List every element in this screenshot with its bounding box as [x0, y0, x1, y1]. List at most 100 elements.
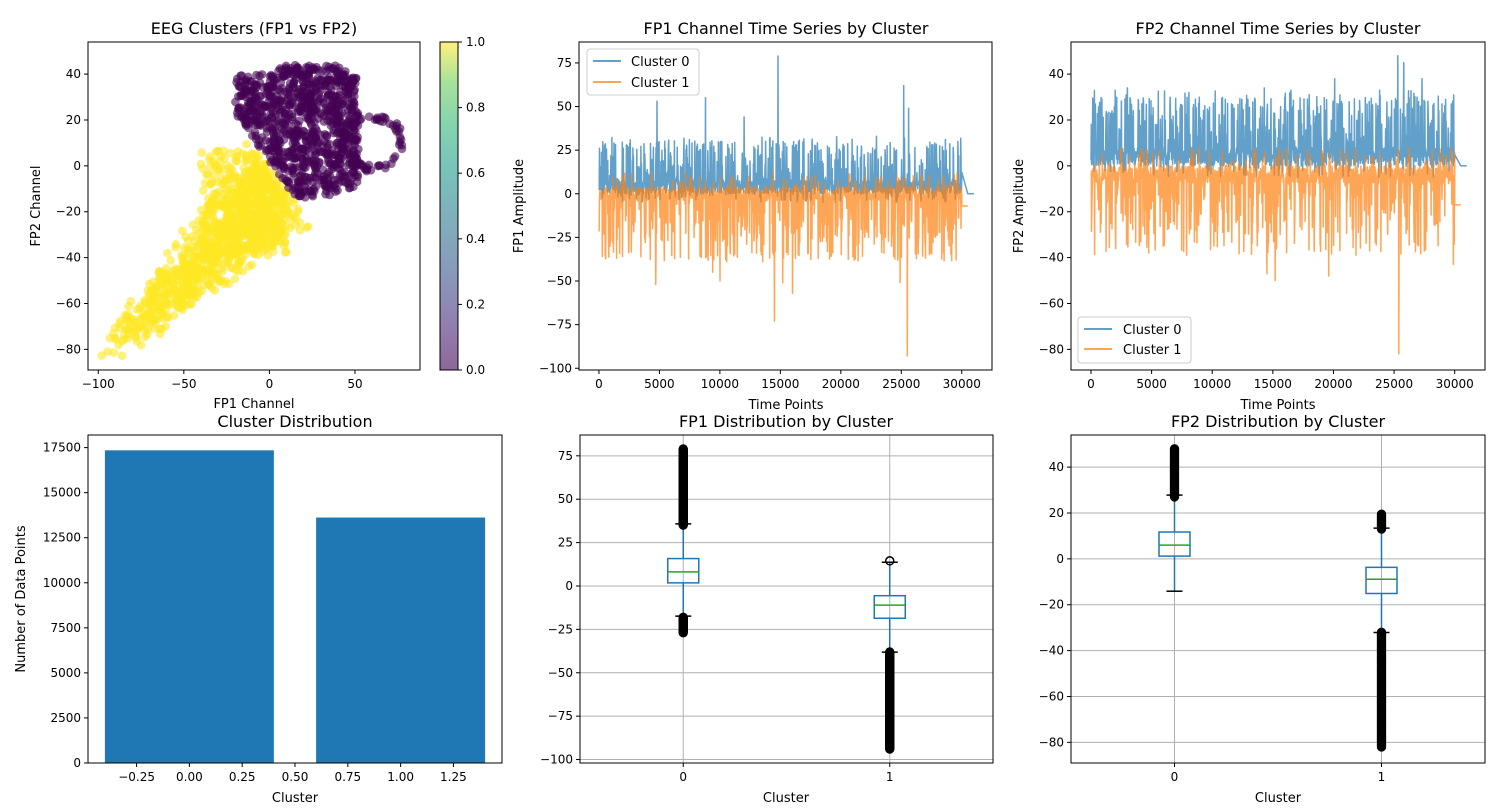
scatter-point — [205, 152, 214, 161]
scatter-point — [197, 286, 207, 295]
scatter-point — [251, 95, 260, 105]
bar-y-tick-label: 15000 — [43, 486, 81, 500]
scatter-point — [262, 127, 272, 137]
box-iqr — [1158, 531, 1191, 557]
box-cluster-0 — [1158, 444, 1191, 592]
fp2ts-x-tick-label: 0 — [1087, 377, 1095, 391]
scatter-point — [333, 100, 343, 109]
scatter-point — [137, 313, 146, 322]
fp2box-y-tick-label: 40 — [1049, 460, 1064, 474]
fp1-ts-y-ticks: −100 −75 −50 −25 0 25 50 75 — [539, 56, 579, 375]
fp2ts-x-tick-label: 10000 — [1193, 377, 1231, 391]
fp2ts-x-tick-label: 15000 — [1254, 377, 1292, 391]
scatter-point — [145, 307, 154, 317]
fp2-box-marks — [1158, 444, 1398, 752]
scatter-point — [205, 162, 215, 172]
colorbar-tick-label: 0.4 — [466, 232, 485, 246]
scatter-point — [157, 283, 167, 292]
fp1ts-y-tick-label: 75 — [557, 56, 572, 70]
scatter-point — [381, 114, 390, 123]
scatter-point — [268, 210, 278, 220]
bar-y-label: Number of Data Points — [14, 525, 29, 672]
scatter-point — [231, 265, 240, 275]
scatter-series-cluster-1 — [97, 139, 313, 361]
fp1ts-x-tick-label: 10000 — [701, 377, 739, 391]
fp2-ts-x-ticks: 0 5000 10000 15000 20000 25000 30000 — [1087, 370, 1474, 391]
scatter-point — [330, 159, 340, 169]
scatter-point — [325, 179, 335, 189]
fp1ts-x-tick-label: 30000 — [943, 377, 981, 391]
box-iqr — [1365, 566, 1398, 595]
scatter-y-label: FP2 Channel — [29, 165, 44, 246]
fp1-ts-legend: Cluster 0 Cluster 1 — [586, 48, 700, 96]
scatter-point — [125, 323, 134, 332]
scatter-point — [356, 114, 366, 124]
bar-x-tick-label: 0.25 — [229, 770, 256, 784]
scatter-point — [225, 148, 235, 158]
fp1box-y-tick-label: 50 — [558, 492, 573, 506]
scatter-point — [136, 301, 145, 311]
scatter-point — [266, 109, 276, 119]
scatter-point — [312, 137, 322, 146]
colorbar-tick-label: 0.8 — [466, 101, 485, 115]
fp1-box-grid — [580, 435, 993, 763]
scatter-point — [296, 177, 306, 187]
fp1ts-x-tick-label: 5000 — [644, 377, 675, 391]
box-iqr — [873, 594, 906, 620]
box-outlier — [885, 647, 895, 657]
scatter-point — [324, 150, 334, 160]
fp2box-y-tick-label: −20 — [1039, 598, 1064, 612]
scatter-points — [97, 60, 407, 361]
scatter-point — [250, 185, 260, 195]
bar-y-tick-label: 7500 — [50, 621, 81, 635]
scatter-point — [337, 117, 346, 127]
scatter-point — [185, 260, 194, 270]
scatter-point — [237, 255, 247, 264]
scatter-point — [117, 351, 127, 361]
box-outlier — [885, 556, 895, 566]
scatter-point — [251, 149, 260, 159]
scatter-point — [253, 193, 263, 202]
fp2-box-title: FP2 Distribution by Cluster — [1171, 412, 1385, 431]
scatter-point — [346, 98, 356, 108]
scatter-point — [264, 177, 273, 187]
scatter-point — [273, 117, 282, 126]
scatter-point — [364, 112, 374, 121]
scatter-title: EEG Clusters (FP1 vs FP2) — [151, 19, 357, 38]
scatter-point — [338, 72, 348, 82]
scatter-point — [294, 107, 303, 116]
scatter-point — [279, 72, 289, 82]
scatter-point — [189, 286, 198, 296]
scatter-point — [258, 218, 268, 228]
bar-x-tick-label: −0.25 — [118, 770, 155, 784]
scatter-point — [268, 241, 278, 251]
fp1box-y-tick-label: −75 — [548, 709, 573, 723]
scatter-point — [389, 154, 398, 163]
fp2-ts-legend: Cluster 0 Cluster 1 — [1077, 316, 1192, 364]
fp2ts-y-tick-label: −60 — [1039, 296, 1064, 310]
scatter-point — [206, 276, 216, 286]
scatter-point — [247, 260, 257, 270]
legend-label-cluster-1: Cluster 1 — [631, 76, 690, 91]
fp1ts-x-tick-label: 25000 — [882, 377, 920, 391]
scatter-point — [216, 152, 226, 161]
scatter-point — [232, 153, 241, 162]
scatter-point — [283, 196, 293, 205]
bar-y-tick-label: 2500 — [50, 711, 81, 725]
scatter-point — [350, 140, 360, 149]
fp1-timeseries-subplot: FP1 Channel Time Series by Cluster 0 5000… — [512, 19, 993, 413]
fp2ts-x-tick-label: 20000 — [1314, 377, 1352, 391]
fp1box-y-tick-label: 25 — [558, 536, 573, 550]
scatter-point — [334, 153, 344, 163]
scatter-point — [298, 99, 307, 109]
bar-x-ticks: −0.25 0.00 0.25 0.50 0.75 1.00 1.25 — [118, 763, 467, 784]
scatter-point — [288, 185, 298, 195]
box-cluster-1 — [873, 556, 906, 754]
scatter-point — [337, 108, 347, 117]
fp2-ts-y-label: FP2 Amplitude — [1012, 159, 1027, 253]
scatter-point — [241, 86, 251, 96]
scatter-point — [210, 286, 220, 295]
fp1ts-x-tick-label: 20000 — [822, 377, 860, 391]
bar-x-label: Cluster — [272, 791, 319, 806]
scatter-point — [159, 291, 169, 300]
